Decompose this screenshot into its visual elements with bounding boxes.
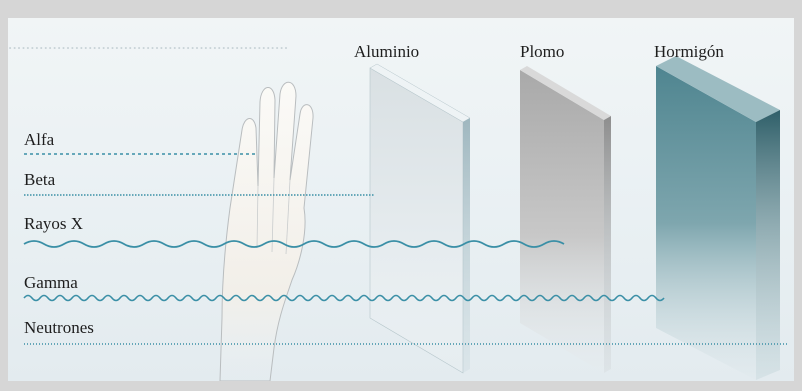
radiation-penetration-diagram: [23, 56, 788, 381]
label-concrete: Hormigón: [654, 42, 724, 61]
label-alpha: Alfa: [24, 130, 55, 149]
label-beta: Beta: [24, 170, 56, 189]
label-neutrons: Neutrones: [24, 318, 94, 337]
gamma-wave: [23, 294, 665, 302]
diagram-panel: ........................................…: [8, 18, 794, 381]
xray-wave: [23, 240, 565, 248]
label-aluminum: Aluminio: [354, 42, 420, 61]
aluminum-plate: [369, 63, 471, 374]
hand-illustration: [219, 81, 314, 381]
label-xray: Rayos X: [24, 214, 84, 233]
concrete-plate: [656, 56, 780, 380]
label-gamma: Gamma: [24, 273, 78, 292]
lead-plate: [520, 66, 611, 373]
ghost-text-line: ........................................…: [8, 34, 289, 53]
label-lead: Plomo: [520, 42, 565, 61]
